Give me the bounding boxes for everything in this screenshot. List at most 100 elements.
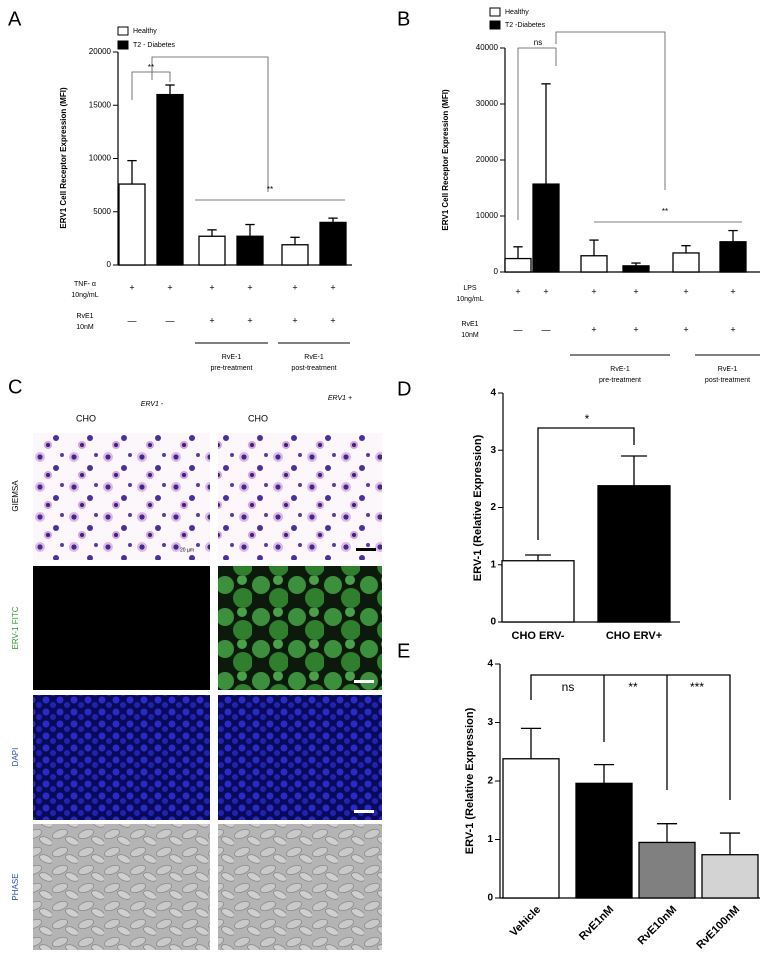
legend-label: T2 - Diabetes (133, 42, 176, 49)
bar (501, 560, 575, 623)
x-tick-label: Vehicle (508, 904, 543, 939)
significance-label: ns (562, 680, 575, 694)
bar (502, 758, 560, 899)
row-label: 10ng/mL (456, 296, 483, 303)
row-mark: + (247, 315, 252, 325)
row-mark: + (543, 286, 548, 296)
row-mark: + (292, 315, 297, 325)
x-tick-label: RvE10nM (636, 904, 680, 948)
panel-letter: A (8, 8, 22, 30)
y-axis-label: ERV-1 (Relative Expression) (472, 434, 484, 581)
y-tick-label: 1 (487, 834, 493, 845)
legend-label: T2 -Diabetes (505, 22, 546, 29)
row-mark: — (166, 315, 175, 325)
bar (504, 257, 532, 273)
row-mark: + (633, 286, 638, 296)
x-tick-label: RvE1nM (577, 904, 616, 943)
y-tick-label: 3 (487, 717, 493, 728)
y-tick-label: 1 (490, 559, 496, 570)
y-axis-label: ERV-1 (Relative Expression) (464, 707, 476, 854)
micrograph (33, 824, 210, 950)
scale-bar (354, 680, 374, 683)
panel-letter: C (8, 376, 22, 398)
bar (622, 265, 650, 273)
micrograph (218, 824, 382, 950)
bar (532, 183, 560, 273)
bar (580, 255, 608, 273)
y-tick-label: 2 (487, 776, 493, 787)
row-mark: + (129, 282, 134, 292)
x-tick-label: RvE100nM (694, 904, 742, 952)
bar (701, 854, 759, 899)
row-mark: + (515, 286, 520, 296)
x-tick-label: CHO ERV- (512, 630, 565, 642)
legend-label: Healthy (133, 28, 157, 35)
row-label: RvE1 (461, 321, 478, 328)
legend-swatch (489, 7, 501, 17)
y-axis-label: ERV1 Cell Receptor Expression (MFI) (441, 89, 450, 231)
bar (597, 485, 671, 623)
y-tick-label: 20000 (476, 155, 499, 164)
panel-letter: D (397, 378, 411, 400)
legend-swatch (117, 26, 129, 36)
bar (319, 221, 347, 266)
panel-letter: B (397, 8, 410, 30)
y-tick-label: 4 (490, 388, 496, 399)
scale-bar-label: 20 µm (180, 547, 194, 553)
row-mark: + (730, 286, 735, 296)
y-tick-label: 10000 (89, 154, 112, 163)
bar (198, 235, 226, 266)
bar (236, 235, 264, 266)
y-tick-label: 3 (490, 445, 496, 456)
row-label: LPS (463, 285, 477, 292)
row-mark: + (591, 324, 596, 334)
x-tick-label: CHO ERV+ (606, 630, 662, 642)
scale-bar (356, 548, 376, 551)
micrograph (33, 566, 210, 690)
y-tick-label: 0 (487, 893, 493, 904)
column-marker: ERV1 + (328, 395, 352, 402)
significance-bracket (530, 674, 731, 800)
row-mark: — (542, 324, 551, 334)
micrograph (218, 695, 382, 820)
scale-bar (354, 810, 374, 813)
group-label: RvE-1 (304, 354, 324, 361)
group-label: RvE-1 (610, 366, 630, 373)
group-label: RvE-1 (222, 354, 242, 361)
row-label: DAPI (11, 748, 20, 767)
significance-label: ** (267, 185, 273, 194)
bar (156, 93, 184, 266)
row-label: GIEMSA (11, 480, 20, 512)
significance-bracket (131, 71, 171, 100)
significance-label: ** (628, 680, 638, 694)
significance-bracket (537, 427, 635, 540)
bar (719, 241, 747, 273)
y-tick-label: 0 (494, 267, 499, 276)
y-tick-label: 4 (487, 659, 493, 670)
group-label: pre-treatment (599, 377, 641, 384)
significance-label: ** (662, 207, 668, 216)
row-label: PHASE (11, 873, 20, 900)
bar (638, 841, 696, 899)
legend-swatch (117, 40, 129, 50)
significance-bracket (151, 56, 269, 192)
row-mark: + (683, 286, 688, 296)
micrograph (218, 566, 382, 690)
column-cell: CHO (76, 413, 96, 423)
micrograph (33, 695, 210, 820)
micrograph (218, 433, 382, 560)
column-cell: CHO (248, 413, 268, 423)
row-label: 10nM (461, 332, 479, 339)
row-mark: + (683, 324, 688, 334)
row-label: 10nM (76, 324, 94, 331)
bar (118, 183, 146, 266)
micrograph (33, 433, 210, 560)
group-label: pre-treatment (210, 365, 252, 372)
significance-bracket (517, 47, 557, 220)
bar (672, 252, 700, 273)
y-tick-label: 0 (490, 617, 496, 628)
row-label: TNF- α (74, 281, 96, 288)
row-label: 10ng/mL (71, 292, 98, 299)
row-mark: — (514, 324, 523, 334)
y-tick-label: 40000 (476, 43, 499, 52)
